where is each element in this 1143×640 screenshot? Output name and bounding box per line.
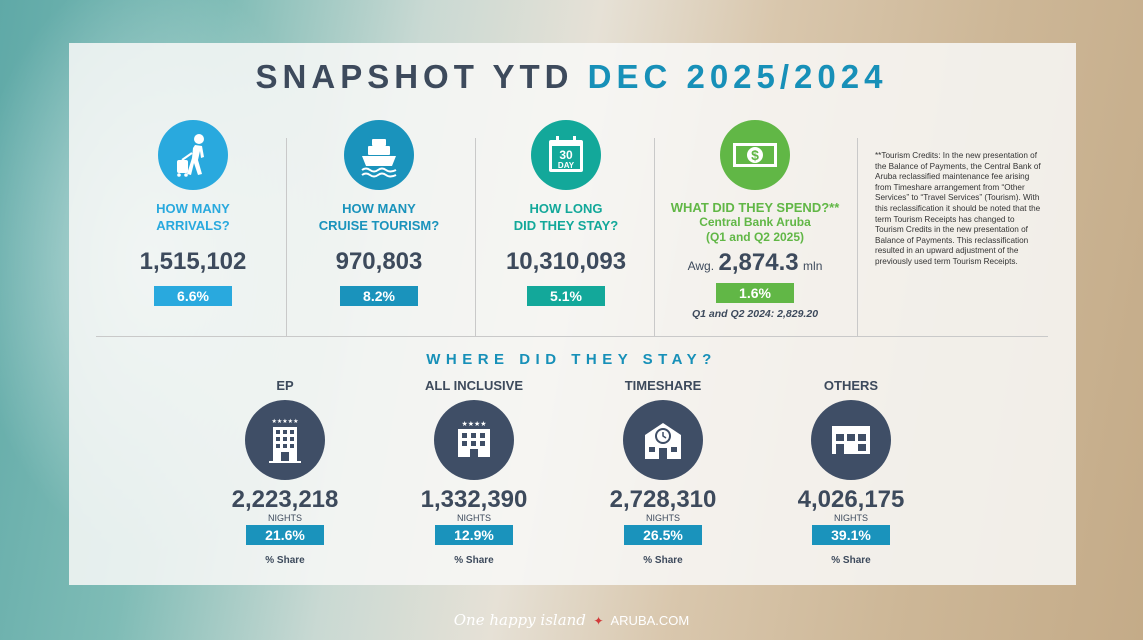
stay-others: OTHERS 4,026,175 NIGHTS 39.1% % Share: [786, 378, 916, 566]
stay-heading: WHERE DID THEY STAY?: [426, 351, 717, 368]
stat-change-badge: 1.6%: [716, 283, 794, 303]
stay-unit: NIGHTS: [833, 513, 868, 523]
stat-question-line2: DID THEY STAY?: [513, 218, 619, 233]
share-badge: 12.9%: [435, 525, 513, 545]
share-badge: 39.1%: [812, 525, 890, 545]
section-divider: [96, 336, 1048, 337]
stat-arrivals: HOW MANY ARRIVALS? 1,515,102 6.6%: [128, 120, 258, 306]
stat-spending: $ WHAT DID THEY SPEND?** Central Bank Ar…: [655, 120, 855, 320]
stat-change-badge: 8.2%: [340, 286, 418, 306]
resort-icon: ★★★★: [434, 400, 514, 480]
divider: [857, 138, 858, 336]
stay-all-inclusive: ALL INCLUSIVE ★★★★ 1,332,390 NIGHTS 12.9…: [409, 378, 539, 566]
traveler-icon: [158, 120, 228, 190]
calendar-number: 30: [559, 147, 573, 162]
stay-unit: NIGHTS: [645, 513, 680, 523]
calendar-icon: 30 DAY: [531, 120, 601, 190]
footer-brand: One happy island ✦ ARUBA.COM: [0, 611, 1143, 629]
stat-value: 10,310,093: [505, 248, 627, 275]
stay-label: TIMESHARE: [624, 378, 702, 393]
share-badge: 21.6%: [246, 525, 324, 545]
page-title: SNAPSHOT YTD DEC 2025/2024: [0, 58, 1143, 96]
tourism-credits-note: **Tourism Credits: In the new presentati…: [875, 151, 1041, 266]
stat-question-line1: WHAT DID THEY SPEND?**: [670, 200, 840, 215]
stay-ep: EP ★★★★★ 2,223,218 NIGHTS 21.6% % Share: [220, 378, 350, 566]
comparison-text: Q1 and Q2 2024: 2,829.20: [691, 308, 819, 320]
stat-change-badge: 5.1%: [527, 286, 605, 306]
share-label: % Share: [831, 555, 871, 566]
star-icon: ✦: [593, 614, 604, 628]
stat-question-line2: ARRIVALS?: [156, 218, 230, 233]
share-label: % Share: [265, 555, 305, 566]
stay-label: ALL INCLUSIVE: [425, 378, 523, 393]
stat-question-line2: Central Bank Aruba: [699, 215, 811, 229]
stay-unit: NIGHTS: [267, 513, 302, 523]
stat-question-line1: HOW MANY: [342, 201, 416, 216]
title-part2: DEC 2025/2024: [587, 58, 888, 95]
stat-value: 1,515,102: [139, 248, 247, 275]
timeshare-building-icon: [623, 400, 703, 480]
svg-text:$: $: [751, 147, 759, 163]
divider: [286, 138, 287, 336]
hotel-icon: ★★★★★: [245, 400, 325, 480]
stat-question-line3: (Q1 and Q2 2025): [705, 230, 805, 244]
stat-question-line1: HOW LONG: [529, 201, 603, 216]
stay-timeshare: TIMESHARE 2,728,310 NIGHTS 26.5% % Share: [598, 378, 728, 566]
stay-label: OTHERS: [823, 378, 879, 393]
stay-value: 4,026,175: [797, 486, 905, 513]
share-badge: 26.5%: [624, 525, 702, 545]
stat-value: 970,803: [335, 248, 423, 275]
stay-unit: NIGHTS: [456, 513, 491, 523]
divider: [475, 138, 476, 336]
share-label: % Share: [454, 555, 494, 566]
house-icon: [811, 400, 891, 480]
value-suffix: mln: [803, 259, 823, 273]
title-part1: SNAPSHOT YTD: [255, 58, 574, 95]
share-label: % Share: [643, 555, 683, 566]
brand-tagline: One happy island: [453, 611, 586, 629]
svg-text:★★★★★: ★★★★★: [272, 418, 299, 425]
stat-cruise: HOW MANY CRUISE TOURISM? 970,803 8.2%: [304, 120, 454, 306]
divider: [654, 138, 655, 336]
stat-stay-length: 30 DAY HOW LONG DID THEY STAY? 10,310,09…: [491, 120, 641, 306]
cruise-ship-icon: [344, 120, 414, 190]
stat-value: 2,874.3: [718, 249, 799, 276]
stay-value: 2,223,218: [231, 486, 339, 513]
svg-text:★★★★: ★★★★: [461, 420, 486, 428]
stay-label: EP: [276, 378, 294, 393]
money-icon: $: [720, 120, 790, 190]
calendar-unit: DAY: [557, 160, 575, 170]
value-prefix: Awg.: [687, 259, 715, 273]
stay-value: 1,332,390: [420, 486, 528, 513]
stat-question-line1: HOW MANY: [156, 201, 230, 216]
brand-site[interactable]: ARUBA.COM: [610, 613, 690, 628]
stat-change-badge: 6.6%: [154, 286, 232, 306]
stay-value: 2,728,310: [609, 486, 717, 513]
stat-question-line2: CRUISE TOURISM?: [318, 218, 440, 233]
